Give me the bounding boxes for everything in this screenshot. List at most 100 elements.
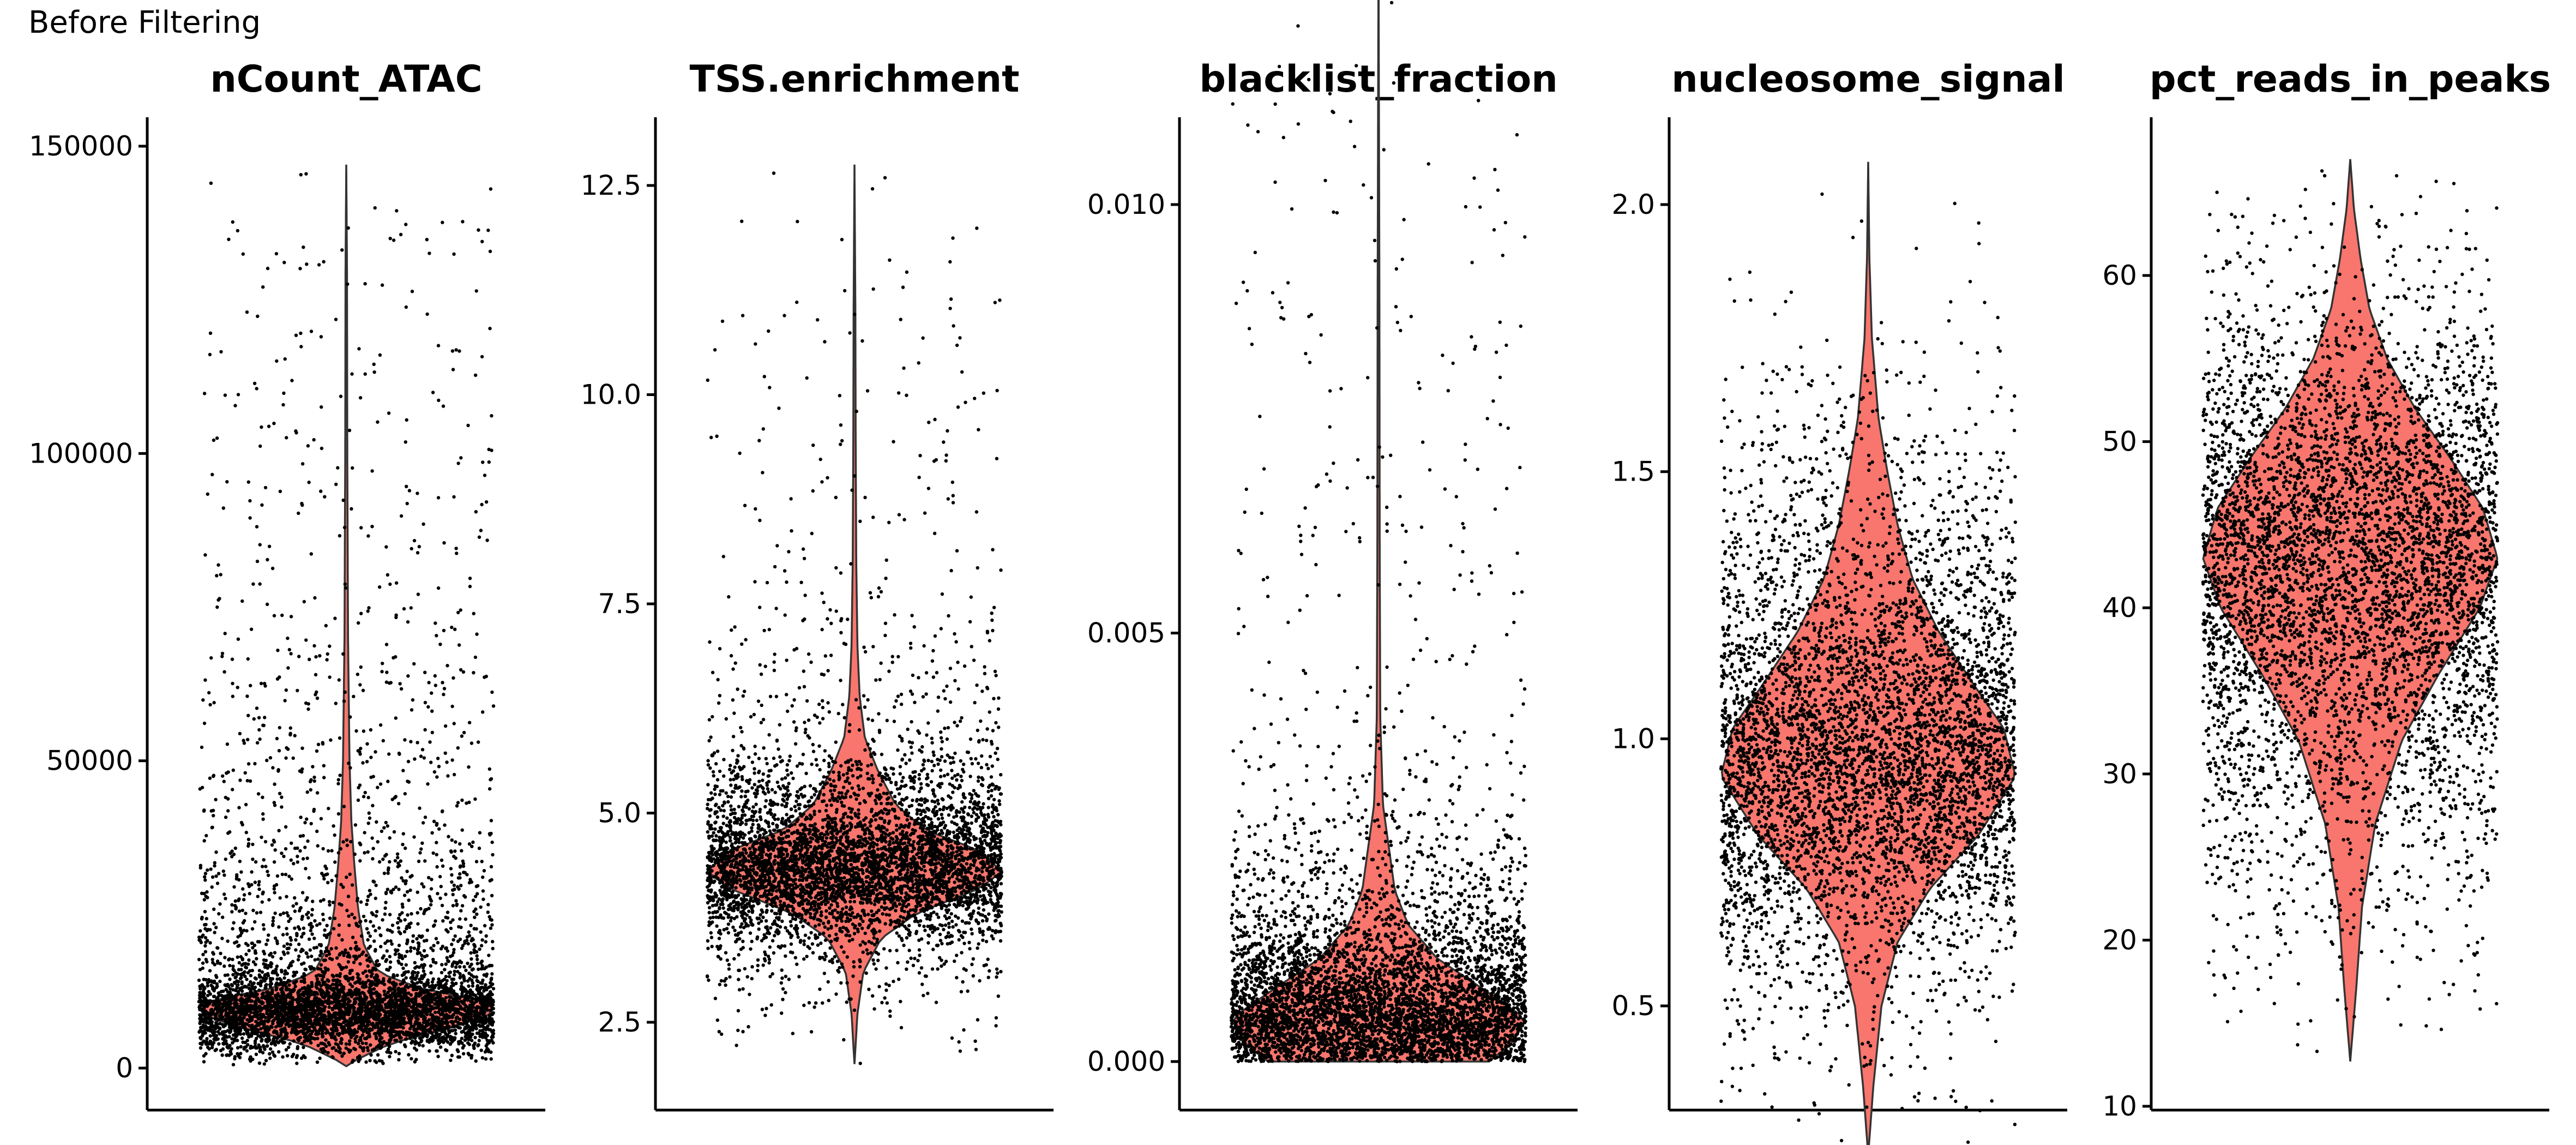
data-point xyxy=(213,931,216,934)
data-point xyxy=(366,534,370,537)
data-point xyxy=(492,987,495,990)
data-point xyxy=(271,977,274,980)
data-point xyxy=(316,977,319,980)
data-point xyxy=(296,847,299,850)
data-point xyxy=(444,724,447,728)
data-point xyxy=(279,1000,282,1004)
data-point xyxy=(246,714,250,717)
data-point xyxy=(275,359,278,363)
data-point xyxy=(328,916,332,920)
data-point xyxy=(452,948,455,951)
data-point xyxy=(451,1029,454,1032)
data-point xyxy=(474,656,477,659)
data-point xyxy=(366,938,369,942)
data-point xyxy=(330,879,333,882)
data-point xyxy=(232,921,235,925)
data-point xyxy=(489,250,492,253)
data-point xyxy=(390,891,393,894)
data-point xyxy=(482,889,485,892)
data-point xyxy=(404,985,407,988)
data-point xyxy=(262,1044,265,1047)
data-point xyxy=(226,939,229,943)
data-point xyxy=(206,1011,209,1015)
data-point xyxy=(317,1023,321,1026)
data-point xyxy=(394,1009,398,1012)
data-point xyxy=(383,907,387,910)
data-point xyxy=(304,867,307,870)
data-point xyxy=(315,986,318,990)
data-point xyxy=(366,796,370,799)
data-point xyxy=(359,396,362,399)
data-point xyxy=(282,944,286,948)
data-point xyxy=(261,900,264,903)
data-point xyxy=(486,910,490,914)
data-point xyxy=(359,900,363,903)
data-point xyxy=(320,817,323,820)
data-point xyxy=(489,1009,492,1012)
data-point xyxy=(312,937,316,940)
data-point xyxy=(328,931,332,934)
data-point xyxy=(368,811,371,814)
data-point xyxy=(376,1053,380,1057)
data-point xyxy=(261,796,264,799)
data-point xyxy=(450,1003,453,1006)
data-point xyxy=(270,843,274,847)
data-point xyxy=(458,349,461,352)
data-point xyxy=(357,1056,360,1059)
data-point xyxy=(373,1059,376,1063)
data-point xyxy=(420,954,423,957)
data-point xyxy=(249,684,252,687)
data-point xyxy=(486,229,490,232)
data-point xyxy=(219,1012,222,1016)
data-point xyxy=(209,1034,212,1038)
data-point xyxy=(224,816,227,819)
data-point xyxy=(277,1050,280,1053)
data-point xyxy=(248,892,251,895)
data-point xyxy=(254,880,257,884)
data-point xyxy=(276,973,279,976)
data-point xyxy=(454,840,457,843)
data-point xyxy=(372,370,376,374)
data-point xyxy=(337,963,340,966)
data-point xyxy=(477,992,480,995)
data-point xyxy=(221,990,225,993)
data-point xyxy=(231,958,234,961)
data-point xyxy=(378,998,382,1001)
data-point xyxy=(305,817,308,820)
data-point xyxy=(363,1037,366,1040)
data-point xyxy=(370,980,374,984)
data-point xyxy=(206,1028,209,1032)
data-point xyxy=(404,918,407,921)
data-point xyxy=(426,782,429,786)
data-point xyxy=(331,1008,334,1011)
data-point xyxy=(263,986,267,990)
data-point xyxy=(456,801,460,804)
data-point xyxy=(358,981,362,985)
data-point xyxy=(273,1000,276,1004)
data-point xyxy=(258,975,261,979)
data-point xyxy=(311,1008,315,1011)
data-point xyxy=(335,974,338,977)
data-point xyxy=(247,1035,250,1039)
data-point xyxy=(395,974,399,977)
data-point xyxy=(341,499,345,502)
data-point xyxy=(420,997,424,1000)
data-point xyxy=(284,756,287,759)
data-point xyxy=(459,668,462,672)
data-point xyxy=(200,935,203,938)
data-point xyxy=(461,904,464,907)
data-point xyxy=(394,1050,397,1053)
data-point xyxy=(418,978,421,981)
data-point xyxy=(218,902,221,906)
data-point xyxy=(254,860,257,864)
data-point xyxy=(300,747,304,750)
data-point xyxy=(285,1048,288,1051)
data-point xyxy=(348,873,352,876)
data-point xyxy=(322,260,325,263)
data-point xyxy=(369,728,372,732)
data-point xyxy=(453,973,456,976)
data-point xyxy=(209,182,213,185)
data-point xyxy=(293,926,296,930)
data-point xyxy=(407,760,410,763)
data-point xyxy=(360,1025,363,1028)
